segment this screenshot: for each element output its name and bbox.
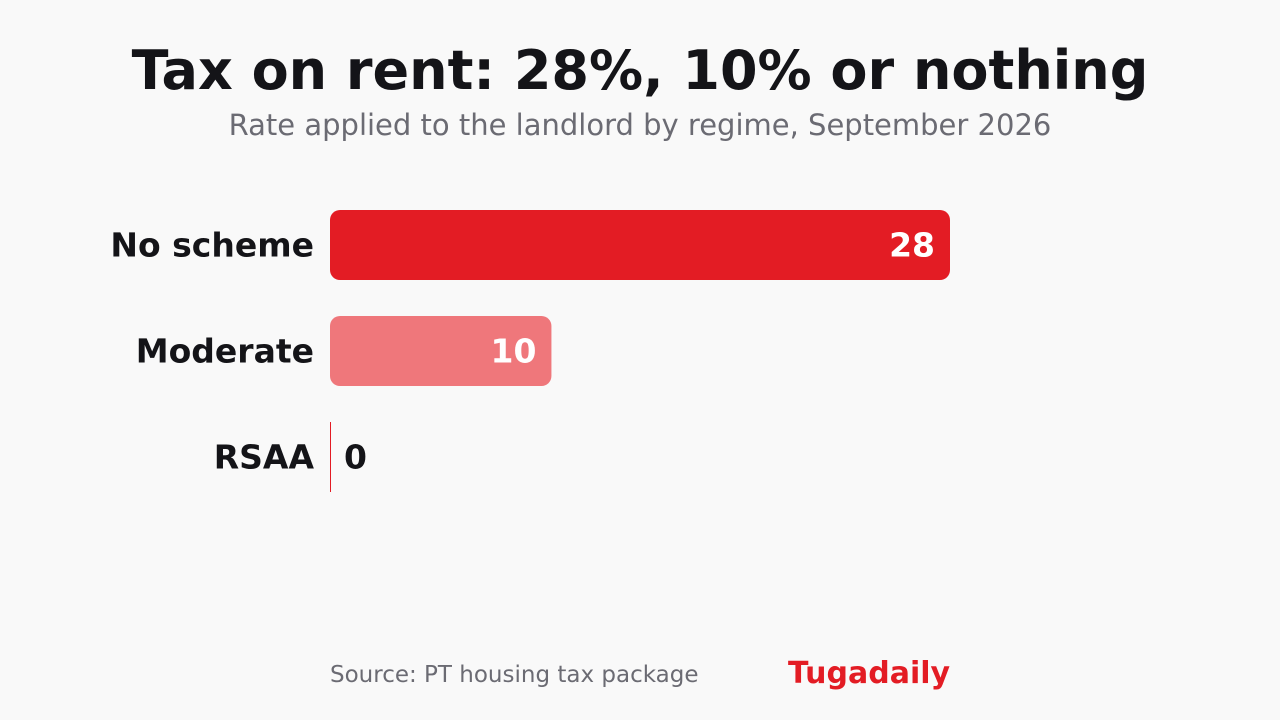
bar xyxy=(330,210,950,280)
category-label: RSAA xyxy=(214,438,315,477)
bar xyxy=(330,316,552,386)
value-label: 0 xyxy=(344,438,367,477)
brand-logo: Tugadaily xyxy=(788,656,951,691)
value-label: 10 xyxy=(490,332,536,371)
category-label: Moderate xyxy=(136,332,314,371)
value-label: 28 xyxy=(889,226,935,265)
source-note: Source: PT housing tax package xyxy=(330,662,699,688)
category-label: No scheme xyxy=(110,226,314,265)
chart-title: Tax on rent: 28%, 10% or nothing xyxy=(131,39,1149,102)
chart-subtitle: Rate applied to the landlord by regime, … xyxy=(228,108,1052,142)
